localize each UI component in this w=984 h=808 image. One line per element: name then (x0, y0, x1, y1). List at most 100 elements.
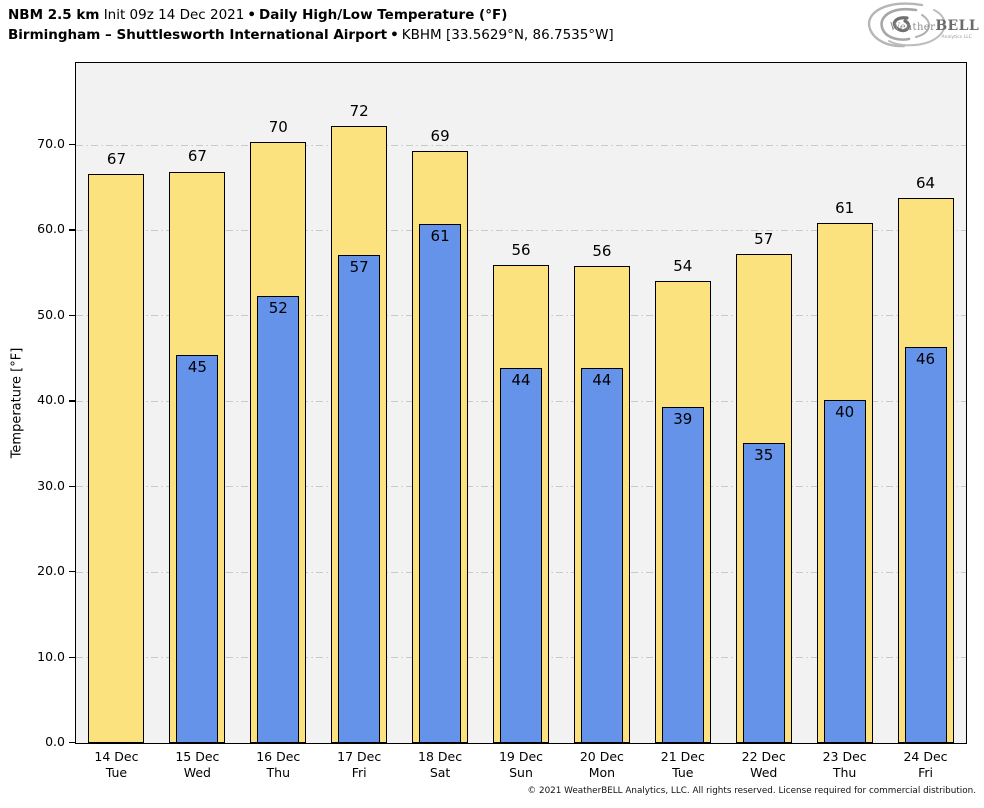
x-tick-label: 14 Dec Tue (76, 749, 157, 781)
title-line-1: NBM 2.5 km Init 09z 14 Dec 2021 • Daily Hi… (8, 5, 614, 25)
high-value-label: 64 (915, 173, 936, 192)
x-tick-label: 16 Dec Thu (238, 749, 319, 781)
x-tick-date: 17 Dec (337, 749, 382, 764)
high-value-label: 72 (349, 102, 369, 121)
y-tick (69, 314, 75, 317)
x-tick-label: 20 Dec Mon (561, 749, 642, 781)
station-id: KBHM [33.5629°N, 86.7535°W] (401, 27, 614, 43)
high-value-label: 56 (511, 241, 531, 260)
x-tick-label: 24 Dec Fri (885, 749, 966, 781)
y-tick-label: 60.0 (37, 221, 65, 237)
plot-area: 67 67 45 70 52 72 57 69 61 56 44 56 44 54 39 57 35 61 40 64… (75, 62, 967, 744)
y-tick (69, 742, 75, 744)
y-tick (69, 485, 75, 487)
x-tick-day: Fri (918, 765, 933, 780)
copyright-notice: © 2021 WeatherBELL Analytics, LLC. All r… (527, 786, 976, 796)
high-value-label: 61 (835, 198, 855, 217)
x-tick-date: 21 Dec (660, 749, 705, 764)
title-line-2: Birmingham – Shuttlesworth International… (8, 25, 614, 45)
weatherbell-logo: WeatherBELL Analytics LLC (867, 2, 979, 48)
hurricane-swirl-icon (867, 2, 946, 48)
x-tick-day: Tue (672, 765, 694, 780)
x-tick-date: 18 Dec (418, 749, 463, 764)
grid-line (76, 229, 966, 231)
x-tick-label: 17 Dec Fri (319, 749, 400, 781)
y-tick (69, 656, 75, 658)
y-tick-label: 40.0 (37, 392, 65, 408)
product-title: Daily High/Low Temperature (°F) (259, 7, 508, 23)
x-tick-date: 20 Dec (579, 749, 624, 764)
model-name: NBM 2.5 km (8, 7, 100, 23)
low-bar (580, 367, 623, 743)
x-tick-day: Fri (351, 765, 367, 780)
x-tick-day: Mon (588, 765, 616, 780)
bullet-separator: • (390, 27, 399, 43)
x-tick-day: Thu (832, 765, 857, 780)
low-value-label: 40 (835, 403, 855, 422)
location-title: Birmingham – Shuttlesworth International… (8, 27, 388, 43)
high-value-label: 57 (754, 230, 774, 249)
low-bar (742, 443, 785, 743)
y-tick-label: 50.0 (37, 306, 65, 322)
high-value-label: 69 (430, 126, 450, 145)
init-time: Init 09z 14 Dec 2021 (103, 7, 245, 23)
y-tick (69, 144, 75, 146)
high-value-label: 67 (106, 150, 126, 169)
high-value-label: 70 (268, 117, 288, 136)
low-value-label: 61 (430, 227, 450, 246)
x-tick-label: 15 Dec Wed (157, 749, 238, 781)
x-tick-day: Sat (429, 765, 451, 780)
logo-text-bell: BELL (935, 18, 979, 34)
x-tick-day: Sun (509, 765, 533, 780)
low-value-label: 44 (511, 370, 531, 389)
logo-subtitle: Analytics LLC (941, 34, 972, 40)
x-tick-date: 14 Dec (94, 749, 139, 764)
y-tick (69, 229, 75, 231)
x-tick-label: 18 Dec Sat (400, 749, 481, 781)
low-value-label: 44 (592, 370, 612, 389)
y-tick (69, 400, 75, 402)
y-tick (69, 571, 75, 573)
low-value-label: 57 (349, 258, 369, 277)
low-value-label: 35 (754, 446, 774, 465)
low-bar (176, 355, 219, 743)
low-bar (500, 367, 542, 743)
grid-line (76, 144, 966, 146)
x-tick-label: 22 Dec Wed (723, 749, 804, 781)
low-value-label: 45 (187, 358, 207, 377)
x-tick-date: 23 Dec (822, 749, 867, 764)
x-tick-day: Tue (105, 765, 128, 780)
x-tick-date: 15 Dec (175, 749, 220, 764)
high-value-label: 54 (673, 256, 693, 275)
chart-header: NBM 2.5 km Init 09z 14 Dec 2021 • Daily Hi… (8, 5, 614, 45)
high-bar (88, 174, 145, 743)
y-tick-label: 0.0 (45, 734, 65, 749)
low-bar (257, 296, 300, 743)
y-tick-label: 30.0 (37, 477, 65, 493)
high-value-label: 67 (187, 147, 207, 166)
low-bar (823, 400, 866, 743)
low-bar (904, 346, 947, 743)
logo-text-weather: WeatherBELL (890, 18, 979, 34)
bullet-separator: • (247, 7, 256, 23)
low-value-label: 52 (268, 299, 288, 318)
low-bar (419, 224, 462, 743)
x-tick-label: 19 Dec Sun (481, 749, 562, 781)
x-tick-label: 21 Dec Tue (642, 749, 723, 781)
y-tick-label: 70.0 (37, 136, 65, 151)
x-tick-date: 19 Dec (498, 749, 544, 764)
y-tick-label: 20.0 (37, 563, 65, 579)
x-tick-day: Wed (183, 765, 211, 780)
low-value-label: 46 (915, 349, 936, 368)
x-tick-date: 22 Dec (741, 749, 786, 764)
y-tick-label: 10.0 (37, 648, 65, 664)
low-bar (661, 407, 704, 743)
low-value-label: 39 (673, 410, 693, 429)
x-tick-day: Thu (266, 765, 290, 780)
x-tick-date: 24 Dec (903, 749, 948, 764)
x-tick-date: 16 Dec (256, 749, 301, 764)
x-tick-label: 23 Dec Thu (804, 749, 885, 781)
high-value-label: 56 (592, 242, 612, 261)
low-bar (338, 255, 381, 743)
